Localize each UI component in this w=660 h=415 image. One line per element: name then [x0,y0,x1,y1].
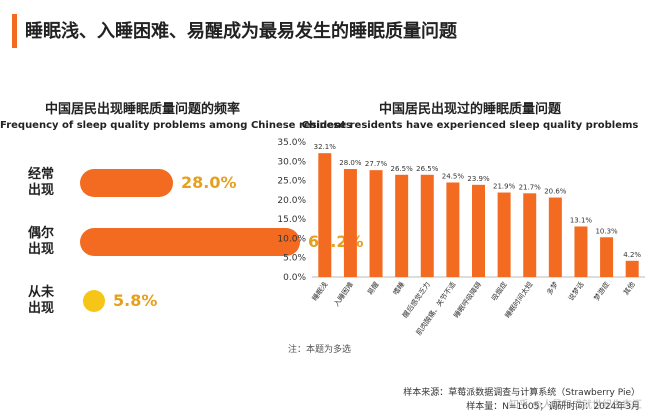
source-line-1: 样本来源：草莓派数据调查与计算系统（Strawberry Pie） [403,388,640,398]
x-tick-label: 嗜睡 [391,280,406,297]
frequency-value-label: 5.8% [113,291,158,310]
x-tick-label: 易醒 [366,281,381,297]
chart-bar [343,169,357,277]
data-label: 23.9% [467,175,490,183]
x-tick-label: 其他 [621,280,636,297]
data-label: 26.5% [391,165,414,173]
data-label: 27.7% [365,160,388,168]
y-tick-label: 20.0% [277,196,306,206]
y-tick-label: 10.0% [277,234,306,244]
chart-bar [318,153,332,277]
source-line-2: 样本量：N=1605；调研时间：2024年3月 [466,402,640,412]
problems-bar-chart: 0.0% 5.0% 10.0% 15.0% 20.0% 25.0% 30.0% 35.0% 32… [277,138,645,337]
chart-bar [420,174,434,277]
y-tick-label: 35.0% [277,138,306,148]
chart-bar [625,260,639,277]
chart-bar [369,170,383,277]
frequency-row: 偶尔 出现 66.2% [0,222,364,262]
chart-bar [548,197,562,277]
chart-bar [574,226,588,277]
x-tick-label: 多梦 [545,280,560,297]
frequency-bar [80,169,173,197]
footnote: 注：本题为多选 [288,345,352,355]
source-info: 样本来源：草莓派数据调查与计算系统（Strawberry Pie） 样本量：N=… [403,386,640,414]
right-chart-title: 中国居民出现过的睡眠质量问题 [378,102,561,117]
data-label: 21.9% [493,183,516,191]
x-tick-label: 吸烟症 [489,280,508,302]
chart-bar [497,192,511,277]
chart-bar [446,182,460,277]
data-label: 24.5% [442,173,465,181]
frequency-bar [80,228,300,256]
frequency-bar [83,290,105,312]
data-label: 4.2% [623,251,641,259]
left-chart-title: 中国居民出现睡眠质量问题的频率 [44,102,240,117]
data-label: 28.0% [339,159,362,167]
x-tick-label: 梦游症 [592,280,611,302]
right-chart-subtitle: Chinese residents have experienced sleep… [301,120,639,131]
y-tick-label: 30.0% [277,157,306,167]
page-title: 睡眠浅、入睡困难、易醒成为最易发生的睡眠质量问题 [25,21,457,42]
data-label: 32.1% [314,143,337,151]
frequency-row: 经常 出现 28.0% [0,163,290,203]
x-tick-label: 睡眠浅 [310,280,329,302]
frequency-category-label: 经常 出现 [28,167,55,198]
data-label: 26.5% [416,165,439,173]
data-label: 10.3% [595,227,618,235]
chart-bar [523,193,537,277]
y-tick-label: 0.0% [283,273,306,283]
y-tick-label: 15.0% [277,215,306,225]
title-accent-bar [12,14,17,48]
x-tick-label: 入睡困难 [332,280,355,308]
data-label: 20.6% [544,188,567,196]
chart-bar [395,174,409,277]
data-label: 21.7% [519,183,542,191]
frequency-category-label: 从未 出现 [28,285,55,316]
chart-bar [600,237,614,277]
x-tick-label: 说梦话 [566,280,585,302]
y-tick-label: 5.0% [283,254,306,264]
frequency-value-label: 28.0% [181,173,237,192]
left-chart-subtitle: Frequency of sleep quality problems amon… [0,120,352,131]
data-label: 13.1% [570,216,593,224]
chart-bar [472,184,485,277]
watermark-text: 知乎 @人是和成就世纪生态汇 [508,400,642,411]
frequency-category-label: 偶尔 出现 [28,226,55,257]
frequency-row: 从未 出现 5.8% [0,281,290,321]
y-tick-label: 25.0% [277,177,306,187]
